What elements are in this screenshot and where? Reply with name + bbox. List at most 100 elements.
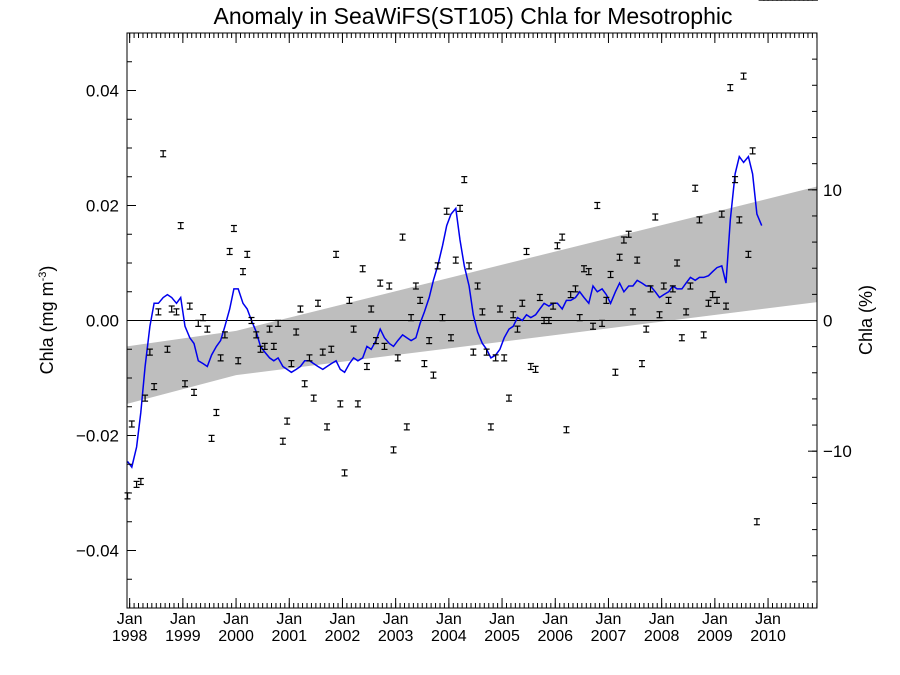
anomaly-point	[687, 282, 694, 290]
anomaly-point	[523, 247, 530, 256]
anomaly-point	[616, 253, 623, 261]
x-tick-year-label: 2009	[697, 628, 733, 645]
anomaly-point	[559, 233, 566, 241]
anomaly-point	[244, 250, 251, 258]
anomaly-point	[466, 262, 473, 270]
anomaly-point	[288, 360, 295, 368]
anomaly-point	[674, 259, 681, 267]
x-tick-year-label: 2007	[591, 628, 627, 645]
anomaly-point	[328, 345, 335, 353]
anomaly-point	[727, 84, 734, 92]
anomaly-point	[257, 345, 264, 353]
anomaly-point	[692, 184, 699, 192]
anomaly-point	[417, 296, 424, 304]
y-tick-label: 0.02	[86, 197, 119, 216]
y-tick-label: −0.02	[76, 427, 119, 446]
anomaly-point	[160, 150, 167, 158]
y-tick-label: −0.04	[76, 542, 119, 561]
anomaly-points-layer	[124, 0, 818, 526]
anomaly-point	[412, 282, 419, 290]
anomaly-point	[638, 360, 645, 368]
anomaly-point	[629, 308, 636, 316]
anomaly-point	[580, 265, 587, 273]
anomaly-point	[124, 492, 131, 500]
anomaly-point	[514, 325, 521, 333]
x-tick-year-label: 1999	[165, 628, 201, 645]
anomaly-point	[426, 337, 433, 345]
x-tick-month-label: Jan	[436, 611, 462, 628]
trend-uncertainty-band	[127, 186, 817, 404]
x-axis: Jan1998Jan1999Jan2000Jan2001Jan2002Jan20…	[112, 33, 818, 645]
x-tick-year-label: 2002	[325, 628, 361, 645]
anomaly-point	[146, 348, 153, 356]
anomaly-point	[386, 282, 393, 290]
x-tick-month-label: Jan	[649, 611, 675, 628]
anomaly-point	[732, 176, 739, 184]
anomaly-point	[137, 477, 144, 486]
anomaly-point	[634, 256, 641, 264]
y-axis-label: Chla (mg m-3)	[37, 266, 57, 375]
anomaly-point	[372, 337, 379, 345]
anomaly-point	[235, 357, 242, 365]
anomaly-point	[293, 328, 300, 336]
anomaly-point	[133, 480, 140, 488]
anomaly-point	[155, 308, 162, 316]
anomaly-point	[408, 314, 415, 322]
anomaly-point	[151, 383, 158, 391]
x-tick-month-label: Jan	[276, 611, 302, 628]
anomaly-point	[354, 400, 361, 408]
y-axis-right: −10 0 10	[808, 58, 852, 583]
anomaly-point	[333, 250, 340, 258]
anomaly-point	[346, 296, 353, 304]
anomaly-point	[487, 423, 494, 431]
running-mean-layer	[126, 154, 763, 469]
anomaly-point	[519, 299, 526, 307]
anomaly-point	[177, 222, 184, 230]
anomaly-point	[527, 362, 534, 371]
running-mean-line	[126, 154, 763, 469]
anomaly-point	[359, 265, 366, 273]
y-axis-label-exponent: -3	[37, 272, 49, 282]
anomaly-point	[221, 331, 228, 339]
anomaly-point	[683, 308, 690, 316]
x-tick-month-label: Jan	[170, 611, 196, 628]
anomaly-point	[713, 296, 720, 304]
anomaly-point	[607, 270, 614, 279]
anomaly-point	[545, 316, 552, 325]
x-tick-year-label: 2000	[218, 628, 254, 645]
anomaly-point	[204, 325, 211, 333]
anomaly-point	[394, 354, 401, 362]
anomaly-point	[306, 354, 313, 362]
anomaly-point	[669, 285, 676, 293]
anomaly-point	[625, 230, 632, 238]
anomaly-point	[576, 314, 583, 322]
anomaly-point	[749, 147, 756, 155]
anomaly-point	[452, 256, 459, 264]
anomaly-point	[656, 311, 663, 319]
y-axis-label-main: Chla (mg m	[37, 281, 57, 374]
anomaly-point	[275, 319, 282, 327]
anomaly-point	[496, 305, 503, 313]
y2-axis-label: Chla (%)	[856, 285, 876, 355]
anomaly-point	[723, 302, 730, 310]
anomaly-point	[230, 224, 237, 233]
anomaly-point	[599, 319, 606, 327]
anomaly-point	[678, 334, 685, 342]
anomaly-point	[643, 325, 650, 333]
x-tick-month-label: Jan	[755, 611, 781, 628]
x-tick-year-label: 2004	[431, 628, 467, 645]
anomaly-point	[310, 394, 317, 402]
anomaly-point	[550, 302, 557, 310]
anomaly-point	[381, 342, 388, 350]
anomaly-point	[297, 305, 304, 313]
anomaly-point	[483, 348, 490, 356]
anomaly-point	[612, 368, 619, 376]
x-tick-month-label: Jan	[117, 611, 143, 628]
anomaly-point	[443, 207, 450, 215]
y-tick-label: 0.00	[86, 312, 119, 331]
anomaly-point	[430, 371, 437, 379]
anomaly-point	[696, 216, 703, 224]
anomaly-point	[660, 282, 667, 290]
anomaly-point	[239, 268, 246, 276]
